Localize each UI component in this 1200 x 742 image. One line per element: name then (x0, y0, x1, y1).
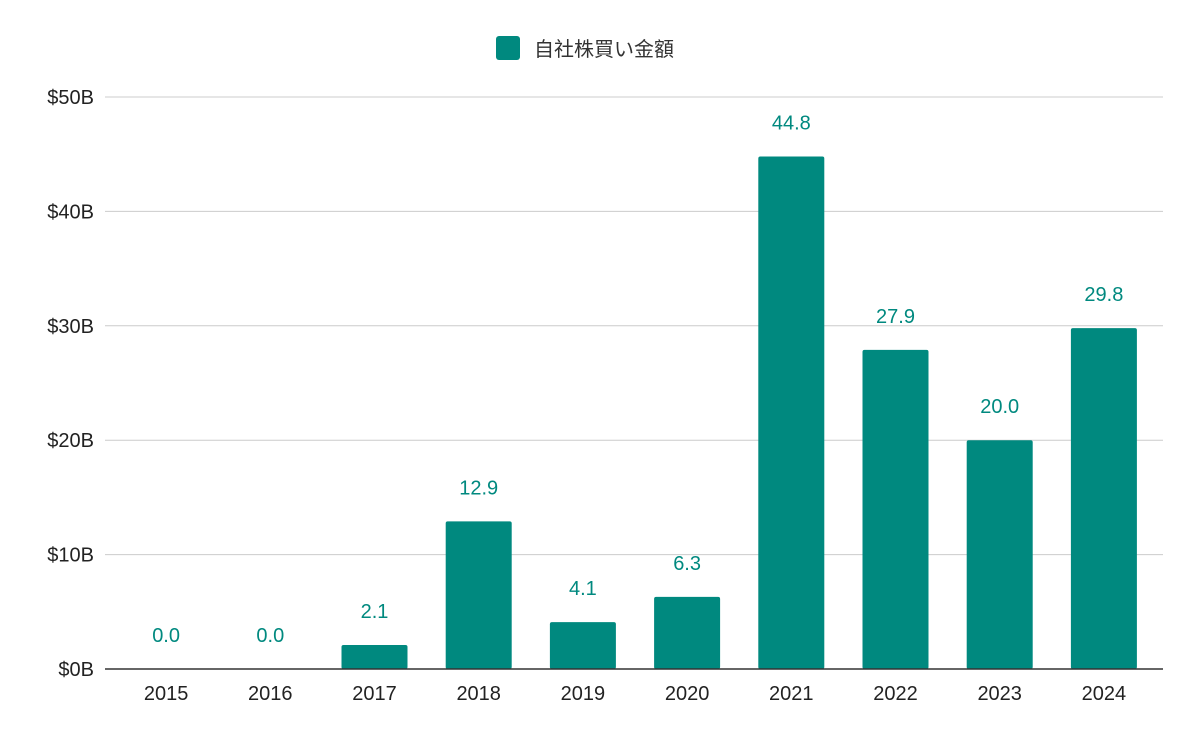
legend-swatch (496, 36, 520, 60)
x-tick-label: 2023 (977, 683, 1022, 705)
data-label: 2.1 (361, 601, 389, 623)
data-label: 20.0 (980, 396, 1019, 418)
legend: 自社株買い金額 (496, 36, 674, 61)
x-tick-label: 2021 (769, 683, 814, 705)
y-tick-label: $20B (47, 430, 94, 452)
x-tick-label: 2019 (561, 683, 606, 705)
x-tick-label: 2020 (665, 683, 710, 705)
bar (654, 596, 721, 669)
data-label: 12.9 (459, 477, 498, 499)
x-axis-tick-labels: 2015 2016 2017 2018 2019 2020 2021 2022 2023 2024 (144, 683, 1126, 705)
data-label: 44.8 (772, 112, 811, 134)
y-tick-label: $30B (47, 316, 94, 338)
legend-label: 自社株買い金額 (534, 37, 674, 61)
x-tick-label: 2017 (352, 683, 397, 705)
bars (341, 156, 1137, 669)
x-tick-label: 2022 (873, 683, 918, 705)
bar (1070, 328, 1137, 669)
y-tick-label: $0B (58, 659, 94, 681)
y-tick-label: $50B (47, 87, 94, 109)
x-tick-label: 2016 (248, 683, 293, 705)
data-label: 29.8 (1084, 284, 1123, 306)
x-tick-label: 2024 (1082, 683, 1127, 705)
data-label: 0.0 (152, 625, 180, 647)
bar (862, 349, 929, 669)
bar (966, 440, 1033, 669)
y-tick-label: $10B (47, 545, 94, 567)
x-tick-label: 2015 (144, 683, 189, 705)
bar (758, 156, 825, 669)
data-labels: 0.0 0.0 2.1 12.9 4.1 6.3 44.8 27.9 20.0 29.8 (152, 112, 1123, 647)
data-label: 4.1 (569, 578, 597, 600)
y-tick-label: $40B (47, 201, 94, 223)
bar (341, 644, 408, 669)
data-label: 6.3 (673, 553, 701, 575)
data-label: 27.9 (876, 306, 915, 328)
x-tick-label: 2018 (456, 683, 501, 705)
bar (549, 622, 616, 669)
bar (445, 521, 512, 669)
data-label: 0.0 (256, 625, 284, 647)
y-axis-tick-labels: $0B $10B $20B $30B $40B $50B (47, 87, 94, 681)
